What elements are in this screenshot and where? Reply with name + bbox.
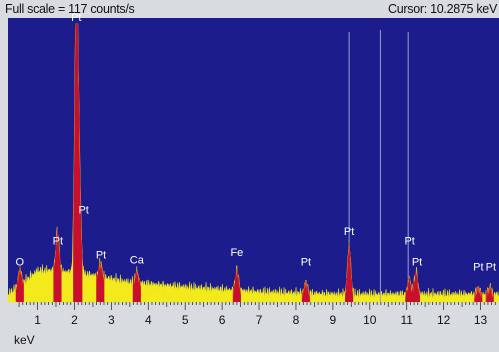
peak-label: Pt [53,235,63,247]
cursor-readout: Cursor: 10.2875 keV [388,2,497,16]
peak-pt [76,24,83,302]
x-tick-label: 3 [108,313,115,327]
x-tick-label: 6 [219,313,226,327]
peak-o [15,265,24,302]
peak-label: Pt [473,261,483,273]
peak-label: Pt [344,226,354,238]
peak-label: Ca [130,254,145,266]
x-axis-label: keV [14,333,35,347]
peak-pt [474,284,483,302]
peak-label: Fe [230,247,243,259]
peak-pt [405,275,414,302]
peak-ca [132,265,141,302]
x-tick-label: 7 [256,313,263,327]
peak-pt [485,283,494,302]
plot-area[interactable] [8,18,499,302]
peak-fe [232,266,241,302]
x-tick-label: 4 [145,313,152,327]
peak-pt [301,278,310,302]
full-scale-readout: Full scale = 117 counts/s [5,2,135,16]
x-tick-label: 1 [34,313,41,327]
x-tick-label: 5 [182,313,189,327]
x-tick-label: 11 [400,313,413,327]
peak-label: Pt [78,204,88,216]
x-tick-label: 12 [437,313,451,327]
x-tick-label: 8 [293,313,300,327]
x-tick-label: 2 [71,313,78,327]
peak-pt [411,267,420,302]
peak-label: Pt [412,257,422,269]
peak-label: Pt [96,250,106,262]
x-tick-label: 10 [363,313,377,327]
peak-pt [53,226,62,302]
peak-pt [96,258,105,302]
peak-pt [345,240,354,302]
peak-label: Pt [301,257,311,269]
x-tick-label: 9 [330,313,337,327]
peak-label: Pt [404,235,414,247]
peak-label: Pt [486,261,496,273]
peak-label: Pt [71,12,81,24]
x-tick-label: 13 [474,313,488,327]
peak-label: O [16,257,25,269]
